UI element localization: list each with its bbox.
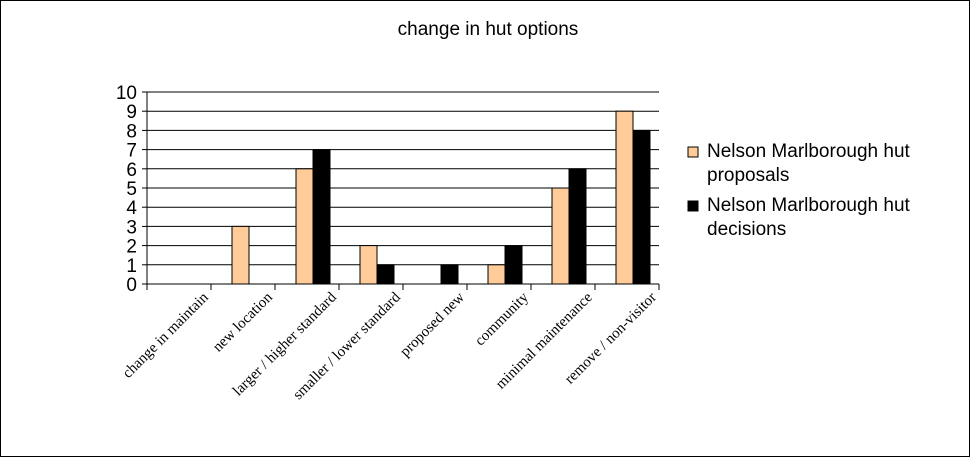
x-tick-label: proposed new xyxy=(397,289,468,360)
y-tick-label: 7 xyxy=(126,141,137,162)
bar-decisions-3 xyxy=(376,264,395,285)
y-tick-label: 10 xyxy=(116,83,137,104)
x-tick-label: smaller / lower standard xyxy=(290,289,404,403)
bar-proposals-2 xyxy=(295,168,314,285)
bar-proposals-1 xyxy=(231,225,250,285)
y-tick-label: 1 xyxy=(126,256,137,277)
legend-label-decisions: decisions xyxy=(707,219,786,240)
bar-proposals-6 xyxy=(551,187,570,285)
legend-swatch-decisions xyxy=(687,200,699,212)
x-tick-label: new location xyxy=(210,289,276,355)
y-tick-label: 6 xyxy=(126,160,137,181)
bar-proposals-3 xyxy=(359,245,378,285)
y-tick-label: 9 xyxy=(126,102,137,123)
bar-decisions-7 xyxy=(632,129,651,285)
bars-group xyxy=(231,110,651,285)
bar-decisions-6 xyxy=(568,168,587,285)
bar-proposals-7 xyxy=(615,110,634,285)
y-tick-label: 2 xyxy=(126,237,137,258)
chart-title: change in hut options xyxy=(398,19,579,40)
y-tick-label: 0 xyxy=(126,275,137,296)
x-tick-label: community xyxy=(472,289,532,349)
axes xyxy=(146,92,660,290)
x-tick-label: change in maintain xyxy=(120,289,212,381)
bar-proposals-5 xyxy=(487,264,506,285)
bar-decisions-5 xyxy=(504,245,523,285)
legend-swatch-proposals xyxy=(687,146,699,158)
bar-decisions-4 xyxy=(440,264,459,285)
legend: Nelson Marlborough hut proposals Nelson Ma… xyxy=(687,141,911,240)
legend-label-proposals: Nelson Marlborough hut xyxy=(707,141,911,162)
legend-label-proposals: proposals xyxy=(707,165,789,186)
legend-label-decisions: Nelson Marlborough hut xyxy=(707,195,911,216)
y-tick-label: 5 xyxy=(126,179,137,200)
bar-decisions-2 xyxy=(312,149,331,285)
y-tick-label: 4 xyxy=(126,198,137,219)
y-tick-label: 8 xyxy=(126,121,137,142)
y-tick-label: 3 xyxy=(126,217,137,238)
x-tick-label: larger / higher standard xyxy=(230,289,340,399)
